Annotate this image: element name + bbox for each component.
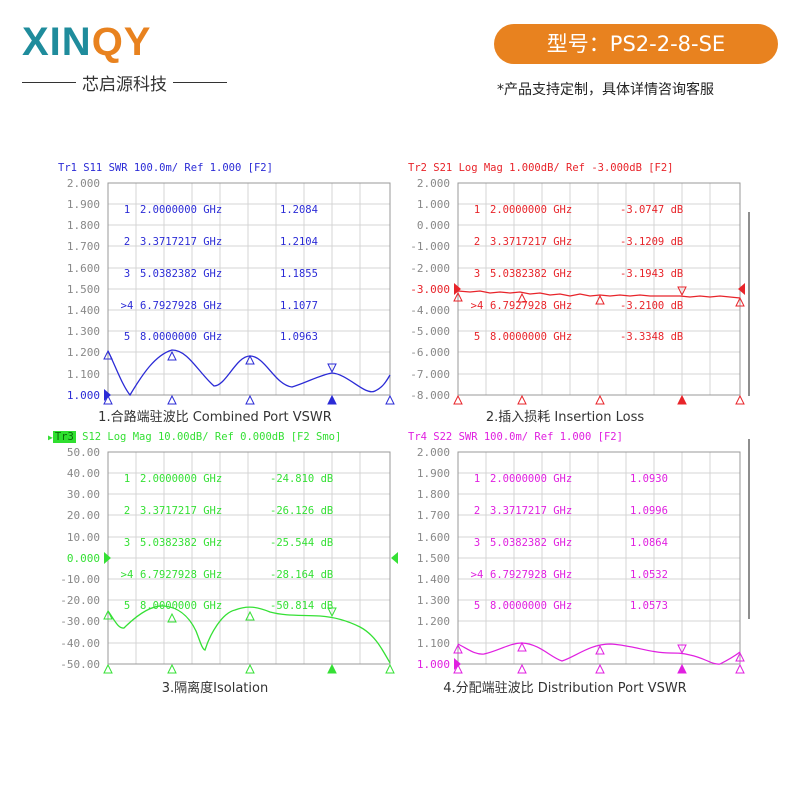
y-tick: -6.000 [410, 346, 450, 359]
y-tick: -40.00 [60, 637, 100, 650]
y-tick: 30.00 [66, 488, 100, 501]
chart-caption: 1.合路端驻波比 Combined Port VSWR [98, 410, 332, 425]
y-tick: 20.00 [66, 509, 100, 522]
marker-table: 1 2.0000000 GHz 1.0930 2 3.3717217 GHz 1.099… [464, 453, 668, 633]
y-tick: 1.900 [416, 467, 450, 480]
y-tick-ref: -3.000 [410, 283, 450, 296]
chart-insertion-loss: Tr2 S21 Log Mag 1.000dB/ Ref -3.000dB [F… [380, 160, 750, 425]
marker-table: 1 2.0000000 GHz -3.0747 dB 2 3.3717217 GHz -… [464, 184, 684, 364]
y-tick: -4.000 [410, 304, 450, 317]
marker-row: 5 8.0000000 GHz -3.3348 dB [473, 331, 684, 344]
y-tick: -10.00 [60, 573, 100, 586]
chart-caption: 2.插入损耗 Insertion Loss [485, 410, 645, 425]
marker-row: >4 6.7927928 GHz 1.1077 [120, 299, 318, 312]
trace-header: Tr4 S22 SWR 100.0m/ Ref 1.000 [F2] [408, 431, 623, 443]
y-tick: 1.900 [66, 198, 100, 211]
chart-combined-port-vswr: Tr1 S11 SWR 100.0m/ Ref 1.000 [F2] 1 2.00… [30, 160, 400, 425]
trace-header: Tr2 S21 Log Mag 1.000dB/ Ref -3.000dB [F… [408, 162, 674, 174]
trace-tag: Tr3 [52, 431, 76, 443]
marker-row: 1 2.0000000 GHz -24.810 dB [123, 473, 334, 486]
plot-area [103, 182, 395, 405]
y-tick: -20.00 [60, 594, 100, 607]
y-tick: 1.400 [416, 573, 450, 586]
chart-caption: 3.隔离度Isolation [161, 681, 269, 696]
y-tick: -5.000 [410, 325, 450, 338]
marker-row: 5 8.0000000 GHz -50.814 dB [123, 600, 334, 613]
y-tick: 50.00 [66, 446, 100, 459]
marker-row: 5 8.0000000 GHz 1.0963 [123, 331, 318, 344]
plot-area [103, 451, 398, 674]
y-tick: 1.400 [66, 304, 100, 317]
marker-row: >4 6.7927928 GHz 1.0532 [470, 568, 668, 581]
y-tick-ref: 1.000 [416, 658, 450, 671]
y-tick: 1.100 [416, 637, 450, 650]
plot-area [453, 182, 750, 405]
y-tick: 1.300 [66, 325, 100, 338]
y-tick-ref: 1.000 [66, 389, 100, 402]
marker-row: 2 3.3717217 GHz 1.2104 [123, 235, 318, 248]
y-tick: 10.00 [66, 531, 100, 544]
y-tick-ref: 0.000 [66, 552, 100, 565]
marker-row: >4 6.7927928 GHz -28.164 dB [120, 568, 334, 581]
y-tick: 0.000 [416, 219, 450, 232]
marker-row: 2 3.3717217 GHz 1.0996 [473, 504, 668, 517]
y-tick: -8.000 [410, 389, 450, 402]
marker-table: 1 2.0000000 GHz -24.810 dB 2 3.3717217 GHz -… [114, 453, 334, 633]
y-tick: -1.000 [410, 240, 450, 253]
marker-row: 1 2.0000000 GHz 1.0930 [473, 473, 668, 486]
marker-row: 2 3.3717217 GHz -26.126 dB [123, 504, 334, 517]
y-tick: 1.600 [416, 531, 450, 544]
y-tick: -30.00 [60, 615, 100, 628]
y-tick: 1.100 [66, 368, 100, 381]
customization-note: *产品支持定制，具体详情咨询客服 [497, 82, 714, 98]
y-tick: 40.00 [66, 467, 100, 480]
marker-row: 1 2.0000000 GHz -3.0747 dB [473, 204, 684, 217]
y-tick: -2.000 [410, 262, 450, 275]
y-tick: 1.000 [416, 198, 450, 211]
marker-row: 2 3.3717217 GHz -3.1209 dB [473, 235, 684, 248]
trace-header: Tr1 S11 SWR 100.0m/ Ref 1.000 [F2] [58, 162, 273, 174]
y-tick: -50.00 [60, 658, 100, 671]
marker-row: 1 2.0000000 GHz 1.2084 [123, 204, 318, 217]
chart-distribution-port-vswr: Tr4 S22 SWR 100.0m/ Ref 1.000 [F2] 1 2.00… [380, 429, 750, 696]
marker-row: 3 5.0382382 GHz 1.1855 [123, 267, 318, 280]
y-tick: 1.500 [416, 552, 450, 565]
marker-row: 5 8.0000000 GHz 1.0573 [473, 600, 668, 613]
chart-caption: 4.分配端驻波比 Distribution Port VSWR [443, 681, 687, 696]
y-tick: 1.700 [416, 509, 450, 522]
y-tick: 1.500 [66, 283, 100, 296]
plot-area [453, 439, 750, 674]
y-tick: 2.000 [416, 177, 450, 190]
y-tick: 2.000 [416, 446, 450, 459]
y-tick: 1.700 [66, 240, 100, 253]
marker-row: >4 6.7927928 GHz -3.2100 dB [470, 299, 684, 312]
marker-row: 3 5.0382382 GHz -25.544 dB [123, 536, 334, 549]
logo-subtitle: 芯启源科技 [22, 70, 227, 95]
y-tick: 1.200 [416, 615, 450, 628]
marker-table: 1 2.0000000 GHz 1.2084 2 3.3717217 GHz 1.210… [114, 184, 318, 364]
y-tick: 1.200 [66, 346, 100, 359]
chart-isolation: ▶ Tr3 S12 Log Mag 10.00dB/ Ref 0.000dB [F… [30, 429, 400, 696]
logo-wordmark: XINQY [22, 20, 152, 64]
marker-row: 3 5.0382382 GHz -3.1943 dB [473, 267, 684, 280]
y-tick: 1.600 [66, 262, 100, 275]
y-tick: 1.800 [66, 219, 100, 232]
y-tick: 1.300 [416, 594, 450, 607]
y-tick: 2.000 [66, 177, 100, 190]
trace-header: ▶ Tr3 S12 Log Mag 10.00dB/ Ref 0.000dB [F… [48, 431, 342, 443]
marker-row: 3 5.0382382 GHz 1.0864 [473, 536, 668, 549]
brand-logo: XINQY 芯启源科技 [22, 20, 232, 95]
y-tick: 1.800 [416, 488, 450, 501]
model-badge: 型号：PS2-2-8-SE [494, 24, 778, 64]
y-tick: -7.000 [410, 368, 450, 381]
